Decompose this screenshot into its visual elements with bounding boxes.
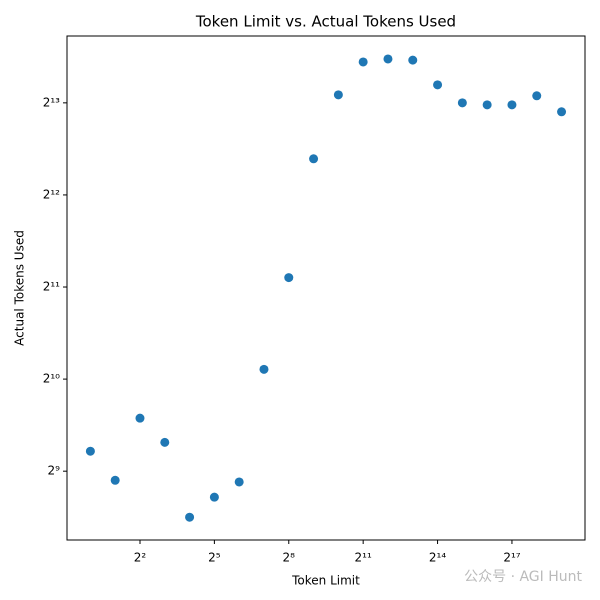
plot-frame [66,35,586,541]
point [209,492,219,502]
y-tick-label: 2¹³ [43,95,60,109]
point [309,154,319,164]
x-tick-label: 2¹⁷ [503,551,520,565]
point [110,475,120,485]
point [284,273,294,283]
x-axis-label: Token Limit [291,574,360,588]
x-tick-label: 2² [134,551,147,565]
y-tick-label: 2¹⁰ [43,372,60,386]
point [408,55,418,65]
point [507,100,517,110]
point [185,512,195,522]
point [333,90,343,100]
y-tick-label: 2¹² [43,187,60,201]
point [85,446,95,456]
watermark: 公众号 · AGI Hunt [464,569,582,585]
point [135,413,145,423]
chart-title: Token Limit vs. Actual Tokens Used [195,13,456,31]
point [358,57,368,67]
point [433,80,443,90]
point [259,364,269,374]
y-tick-label: 2⁹ [48,464,61,478]
point [234,477,244,487]
y-axis-label: Actual Tokens Used [13,230,27,346]
point [532,91,542,101]
point [457,98,467,108]
point [482,100,492,110]
x-tick-label: 2¹⁴ [429,551,446,565]
y-tick-label: 2¹¹ [43,280,60,294]
x-tick-label: 2¹¹ [355,551,372,565]
x-tick-label: 2⁸ [283,551,296,565]
point [160,437,170,447]
point [557,107,567,117]
point [383,54,393,64]
x-tick-label: 2⁵ [208,551,221,565]
